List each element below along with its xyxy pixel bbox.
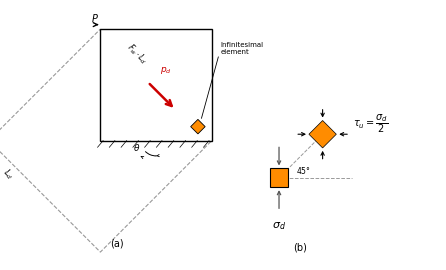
Text: $\tau_u = \dfrac{\sigma_d}{2}$: $\tau_u = \dfrac{\sigma_d}{2}$ bbox=[353, 113, 389, 135]
Text: $45°$: $45°$ bbox=[296, 164, 311, 176]
Text: P: P bbox=[92, 14, 98, 24]
Text: (b): (b) bbox=[293, 243, 307, 253]
Text: $L_d$: $L_d$ bbox=[0, 166, 17, 182]
Polygon shape bbox=[309, 120, 336, 148]
Text: $\sigma_d$: $\sigma_d$ bbox=[272, 220, 286, 232]
Text: (a): (a) bbox=[110, 238, 124, 248]
Polygon shape bbox=[191, 119, 205, 134]
Bar bbox=[100, 29, 212, 141]
Bar bbox=[269, 168, 289, 187]
Text: Infinitesimal
element: Infinitesimal element bbox=[220, 42, 263, 55]
Text: $\theta$: $\theta$ bbox=[133, 141, 140, 153]
Text: $F_w \cdot L_d$: $F_w \cdot L_d$ bbox=[124, 41, 149, 67]
Text: $p_d$: $p_d$ bbox=[160, 65, 172, 76]
